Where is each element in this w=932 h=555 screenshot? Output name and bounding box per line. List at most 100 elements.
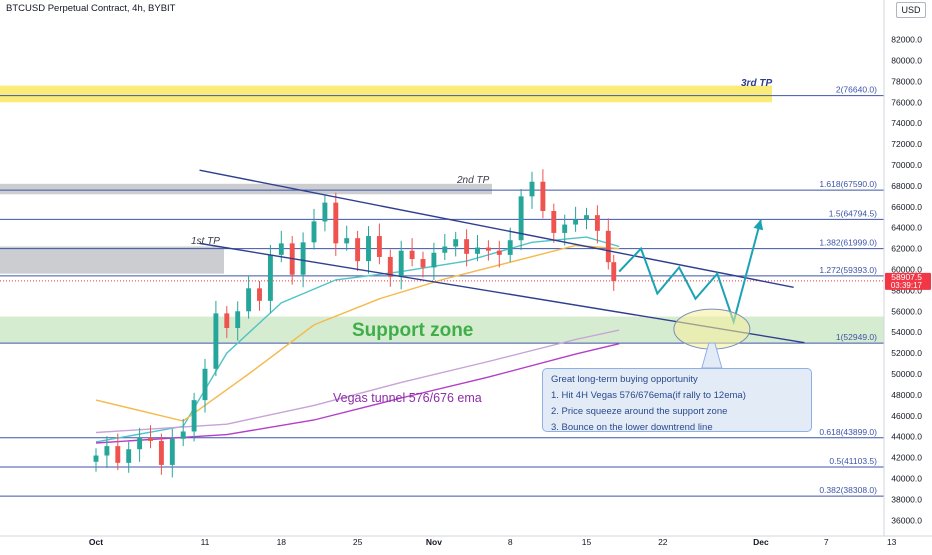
last-price-label: 58907.5 xyxy=(891,272,922,282)
price-tick-label: 60000.0 xyxy=(891,265,922,275)
time-tick-label: 18 xyxy=(277,537,287,547)
drawings-layer xyxy=(199,169,805,369)
price-tick-label: 40000.0 xyxy=(891,474,922,484)
candle xyxy=(518,196,524,241)
fib-layer: 0.382(38308.0) 0.5(41103.5) 0.618(43899.0)… xyxy=(0,85,884,497)
candle xyxy=(387,256,393,277)
candle xyxy=(573,219,579,225)
candle xyxy=(246,288,252,312)
price-tick-label: 76000.0 xyxy=(891,97,922,107)
time-tick-label: 7 xyxy=(824,537,829,547)
candle xyxy=(278,243,284,255)
fib-label: 1.272(59393.0) xyxy=(819,265,877,275)
second-tp-label: 2nd TP xyxy=(456,175,490,186)
candle xyxy=(322,202,328,222)
3rd-tp-zone xyxy=(0,85,772,103)
time-tick-label: Oct xyxy=(89,537,103,547)
labels-layer: 3rd TP 2nd TP 1st TP Support zone Vegas tunn… xyxy=(191,78,772,405)
time-tick-label: 22 xyxy=(658,537,668,547)
candle xyxy=(137,437,143,450)
first-tp-label: 1st TP xyxy=(191,236,220,247)
candle xyxy=(605,230,611,263)
channel-upper-line xyxy=(199,169,794,288)
candle xyxy=(409,250,415,260)
note-item: 3. Bounce on the lower downtrend line xyxy=(551,422,713,433)
candle xyxy=(344,238,350,244)
candle xyxy=(355,238,361,262)
time-tick-label: 13 xyxy=(887,537,897,547)
candle xyxy=(126,449,132,463)
candle xyxy=(442,246,448,253)
price-tick-label: 54000.0 xyxy=(891,327,922,337)
price-tick-label: 82000.0 xyxy=(891,35,922,45)
note-item: 1. Hit 4H Vegas 576/676ema(if rally to 1… xyxy=(551,390,746,401)
price-tick-label: 62000.0 xyxy=(891,244,922,254)
candle xyxy=(180,431,186,439)
forecast-arrowhead xyxy=(753,219,764,231)
fib-label: 0.5(41103.5) xyxy=(829,456,877,466)
vegas-tunnel-label: Vegas tunnel 576/676 ema xyxy=(333,391,482,405)
candle xyxy=(148,437,153,441)
price-tick-label: 48000.0 xyxy=(891,390,922,400)
candle xyxy=(267,254,273,301)
price-tick-label: 68000.0 xyxy=(891,181,922,191)
candle xyxy=(507,240,513,255)
candle xyxy=(551,210,557,233)
fib-label: 1.5(64794.5) xyxy=(829,208,877,218)
ema-line xyxy=(95,343,620,444)
price-tick-label: 38000.0 xyxy=(891,494,922,504)
candle xyxy=(235,311,241,329)
price-tick-label: 58000.0 xyxy=(891,285,922,295)
price-tick-label: 44000.0 xyxy=(891,432,922,442)
candle xyxy=(224,313,230,329)
candle xyxy=(540,181,546,211)
candle xyxy=(300,242,306,275)
candle xyxy=(453,239,459,247)
time-tick-label: 11 xyxy=(201,537,210,547)
candle xyxy=(594,215,600,231)
candle xyxy=(104,446,110,456)
last-price-countdown: 03:39:17 xyxy=(891,281,923,290)
note-item: 2. Price squeeze around the support zone xyxy=(551,406,728,417)
price-tick-label: 36000.0 xyxy=(891,515,922,525)
candle xyxy=(529,181,535,197)
candle xyxy=(496,250,502,255)
price-tick-label: 56000.0 xyxy=(891,306,922,316)
note-title: Great long-term buying opportunity xyxy=(551,374,698,385)
candle xyxy=(191,400,197,432)
price-tick-label: 46000.0 xyxy=(891,411,922,421)
fib-label: 1.618(67590.0) xyxy=(819,179,877,189)
candle xyxy=(158,440,164,465)
candle xyxy=(213,313,219,369)
candle xyxy=(366,236,371,262)
time-axis xyxy=(0,536,932,550)
price-tick-label: 74000.0 xyxy=(891,118,922,128)
last-price-badge xyxy=(885,272,931,290)
candle xyxy=(115,446,121,463)
time-tick-label: 25 xyxy=(353,537,363,547)
chart-title: BTCUSD Perpetual Contract, 4h, BYBIT xyxy=(6,3,176,14)
forecast-path xyxy=(618,219,762,326)
fib-label: 2(76640.0) xyxy=(836,85,877,95)
fib-label: 1(52949.0) xyxy=(836,332,877,342)
candle xyxy=(398,250,404,277)
2nd-tp-zone xyxy=(0,183,492,195)
candle xyxy=(464,239,470,254)
fib-label: 0.382(38308.0) xyxy=(819,485,877,495)
time-tick-label: Dec xyxy=(753,537,769,547)
candle xyxy=(169,438,175,465)
price-tick-label: 66000.0 xyxy=(891,202,922,212)
currency-button[interactable]: USD xyxy=(896,2,926,18)
candle xyxy=(562,224,568,233)
candle xyxy=(202,368,208,401)
candle xyxy=(584,215,589,220)
candle xyxy=(611,262,617,281)
analysis-note: Great long-term buying opportunity 1. Hi… xyxy=(542,368,812,433)
candle xyxy=(431,252,437,268)
candle xyxy=(420,259,426,268)
price-tick-label: 64000.0 xyxy=(891,223,922,233)
price-tick-label: 78000.0 xyxy=(891,76,922,86)
